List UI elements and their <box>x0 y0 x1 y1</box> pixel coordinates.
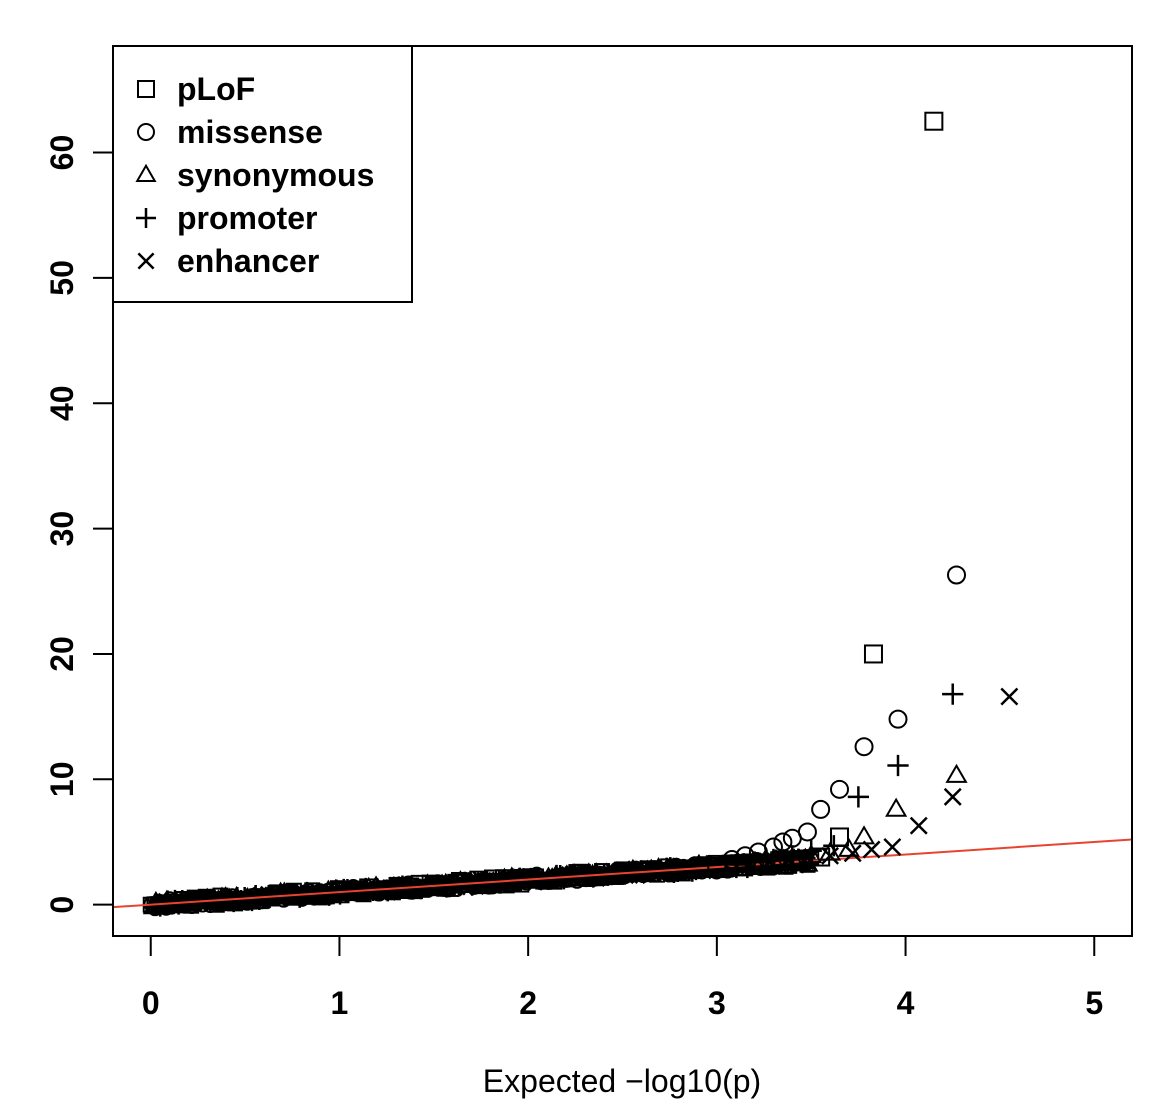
y-tick-label: 50 <box>44 260 80 296</box>
legend-label-enhancer: enhancer <box>177 243 319 279</box>
data-point-missense <box>830 779 850 799</box>
data-point-enhancer <box>798 849 817 868</box>
data-point-enhancer <box>741 854 760 873</box>
data-point-enhancer <box>760 853 779 872</box>
legend-marker-enhancer <box>137 252 155 270</box>
series-missense <box>722 565 967 870</box>
legend-label-pLoF: pLoF <box>177 71 255 107</box>
data-point-missense <box>811 799 831 819</box>
data-point-missense <box>947 565 967 585</box>
legend: pLoF missense synonymous promoter enhancer <box>112 45 413 303</box>
data-point-enhancer <box>862 840 881 859</box>
data-point-promoter <box>725 853 747 876</box>
series-pLoF <box>707 111 944 876</box>
reference-line <box>113 838 1132 909</box>
plot-layer <box>113 111 1132 917</box>
data-point-enhancer <box>821 846 840 865</box>
legend-marker-promoter <box>136 208 156 228</box>
x-tick-label: 0 <box>142 985 160 1021</box>
y-tick-label: 0 <box>44 896 80 914</box>
y-tick-label: 30 <box>44 511 80 547</box>
data-point-pLoF <box>924 111 944 131</box>
data-point-promoter <box>887 754 909 777</box>
data-point-enhancer <box>943 787 962 806</box>
data-point-enhancer <box>1000 687 1019 706</box>
plot-area <box>113 111 1132 917</box>
series-enhancer <box>741 687 1019 873</box>
data-point-promoter <box>847 786 870 808</box>
data-point-enhancer <box>909 816 928 835</box>
legend-marker-pLoF <box>137 80 155 98</box>
y-tick-label: 20 <box>44 636 80 672</box>
x-axis-title: Expected −log10(p) <box>483 1063 761 1099</box>
x-tick-label: 4 <box>897 985 915 1021</box>
data-point-missense <box>782 828 802 848</box>
data-point-missense <box>854 737 874 757</box>
x-tick-label: 1 <box>331 985 349 1021</box>
legend-label-missense: missense <box>177 114 323 150</box>
data-point-pLoF <box>863 644 883 664</box>
data-point-enhancer <box>779 851 798 870</box>
legend-label-synonymous: synonymous <box>177 157 374 193</box>
y-tick-label: 10 <box>44 762 80 798</box>
data-point-missense <box>722 850 742 870</box>
data-point-missense <box>888 709 908 729</box>
data-point-promoter <box>942 683 964 705</box>
data-point-pLoF <box>707 856 727 876</box>
legend-label-promoter: promoter <box>177 200 317 236</box>
data-point-enhancer <box>883 838 902 856</box>
x-tick-label: 2 <box>519 985 537 1021</box>
data-point-missense <box>773 832 793 852</box>
x-tick-label: 3 <box>708 985 726 1021</box>
legend-box <box>112 45 413 303</box>
legend-marker-missense <box>137 123 155 141</box>
data-point-enhancer <box>843 844 862 863</box>
y-tick-label: 40 <box>44 385 80 421</box>
data-point-promoter <box>800 840 822 862</box>
data-point-synonymous <box>885 797 908 817</box>
data-point-synonymous <box>945 763 968 783</box>
x-tick-label: 5 <box>1085 985 1103 1021</box>
legend-marker-synonymous <box>135 163 157 182</box>
y-tick-label: 60 <box>44 135 80 171</box>
